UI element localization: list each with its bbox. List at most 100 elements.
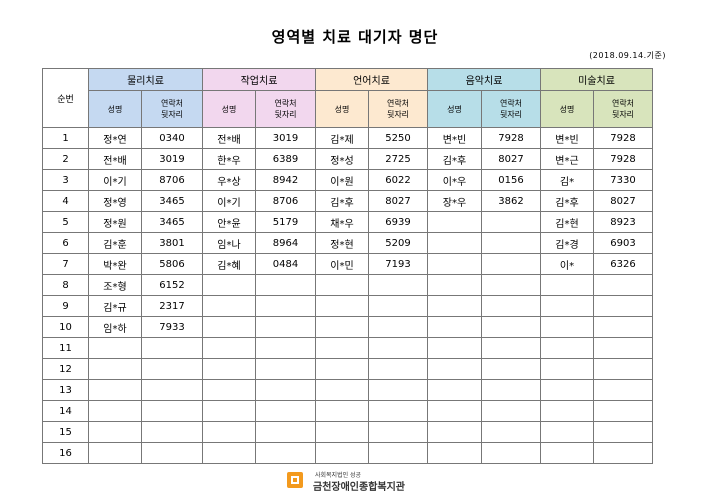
seq-cell: 5 xyxy=(42,211,89,233)
contact-cell xyxy=(141,421,203,443)
contact-cell xyxy=(141,379,203,401)
contact-cell xyxy=(255,442,316,464)
table-row: 3 이*기 8706 우*상 8942 이*원 6022 이*우 0156 김* 7330 xyxy=(42,169,653,191)
name-cell xyxy=(427,232,482,254)
name-cell xyxy=(202,358,256,380)
contact-cell: 8942 xyxy=(255,169,316,191)
contact-header: 연락처 뒷자리 xyxy=(255,90,316,128)
contact-cell: 8027 xyxy=(593,190,653,212)
name-cell: 김*혜 xyxy=(202,253,256,275)
seq-cell: 15 xyxy=(42,421,89,443)
contact-cell: 3801 xyxy=(141,232,203,254)
name-cell xyxy=(315,295,369,317)
name-cell xyxy=(540,316,594,338)
seq-cell: 8 xyxy=(42,274,89,296)
contact-cell xyxy=(255,400,316,422)
contact-cell: 8923 xyxy=(593,211,653,233)
seq-cell: 16 xyxy=(42,442,89,464)
contact-cell xyxy=(368,274,428,296)
table-row: 5 정*원 3465 안*윤 5179 채*우 6939 김*현 8923 xyxy=(42,211,653,233)
seq-cell: 14 xyxy=(42,400,89,422)
table-row: 10 임*하 7933 xyxy=(42,316,653,338)
name-cell: 김*현 xyxy=(540,211,594,233)
contact-cell: 3019 xyxy=(141,148,203,170)
name-cell: 김* xyxy=(540,169,594,191)
name-cell: 정*원 xyxy=(88,211,142,233)
name-cell: 안*윤 xyxy=(202,211,256,233)
name-cell xyxy=(202,316,256,338)
contact-cell: 3862 xyxy=(481,190,541,212)
contact-cell xyxy=(593,274,653,296)
name-cell: 박*완 xyxy=(88,253,142,275)
contact-cell xyxy=(481,337,541,359)
org-name: 금천장애인종합복지관 xyxy=(313,482,405,493)
contact-header: 연락처 뒷자리 xyxy=(481,90,541,128)
contact-cell xyxy=(141,400,203,422)
name-cell xyxy=(540,379,594,401)
contact-cell xyxy=(141,442,203,464)
name-header: 성명 xyxy=(202,90,256,128)
name-cell xyxy=(88,337,142,359)
name-cell: 변*빈 xyxy=(540,127,594,149)
contact-cell: 5250 xyxy=(368,127,428,149)
contact-cell: 3465 xyxy=(141,190,203,212)
name-cell xyxy=(427,211,482,233)
table-row: 12 xyxy=(42,358,653,380)
name-cell: 채*우 xyxy=(315,211,369,233)
name-cell xyxy=(540,421,594,443)
name-cell: 김*후 xyxy=(427,148,482,170)
contact-cell: 8027 xyxy=(368,190,428,212)
name-cell: 정*영 xyxy=(88,190,142,212)
contact-cell: 7330 xyxy=(593,169,653,191)
name-cell xyxy=(202,295,256,317)
name-cell xyxy=(427,442,482,464)
contact-cell xyxy=(481,316,541,338)
seq-cell: 10 xyxy=(42,316,89,338)
waitlist-table: 순번 물리치료 작업치료 언어치료 음악치료 미술치료 성명 연락처 뒷자리 성명… xyxy=(42,68,653,464)
name-cell xyxy=(427,421,482,443)
seq-cell: 4 xyxy=(42,190,89,212)
contact-cell xyxy=(481,442,541,464)
name-cell: 정*연 xyxy=(88,127,142,149)
name-cell: 김*훈 xyxy=(88,232,142,254)
name-cell: 우*상 xyxy=(202,169,256,191)
contact-cell: 3019 xyxy=(255,127,316,149)
seq-cell: 6 xyxy=(42,232,89,254)
name-header: 성명 xyxy=(88,90,142,128)
name-cell xyxy=(315,274,369,296)
contact-cell xyxy=(481,379,541,401)
contact-cell xyxy=(255,379,316,401)
contact-cell xyxy=(368,379,428,401)
contact-cell xyxy=(481,421,541,443)
contact-cell xyxy=(481,358,541,380)
contact-header: 연락처 뒷자리 xyxy=(593,90,653,128)
contact-cell: 7193 xyxy=(368,253,428,275)
name-cell: 임*하 xyxy=(88,316,142,338)
contact-cell xyxy=(593,442,653,464)
name-cell xyxy=(427,358,482,380)
name-cell xyxy=(88,421,142,443)
name-cell xyxy=(540,274,594,296)
contact-cell xyxy=(368,337,428,359)
name-cell xyxy=(315,358,369,380)
contact-cell: 5806 xyxy=(141,253,203,275)
name-cell: 김*규 xyxy=(88,295,142,317)
contact-cell: 8964 xyxy=(255,232,316,254)
seq-cell: 12 xyxy=(42,358,89,380)
name-cell xyxy=(202,421,256,443)
table-row: 4 정*영 3465 이*기 8706 김*후 8027 장*우 3862 김*후 8027 xyxy=(42,190,653,212)
name-header: 성명 xyxy=(540,90,594,128)
name-cell: 정*성 xyxy=(315,148,369,170)
contact-cell xyxy=(368,316,428,338)
contact-cell: 2725 xyxy=(368,148,428,170)
name-header: 성명 xyxy=(315,90,369,128)
name-cell xyxy=(315,316,369,338)
table-row: 7 박*완 5806 김*혜 0484 이*민 7193 이* 6326 xyxy=(42,253,653,275)
table-row: 6 김*훈 3801 임*나 8964 정*현 5209 김*경 6903 xyxy=(42,232,653,254)
contact-cell: 8027 xyxy=(481,148,541,170)
name-cell: 이*기 xyxy=(88,169,142,191)
name-cell: 김*경 xyxy=(540,232,594,254)
page-title: 영역별 치료 대기자 명단 xyxy=(271,28,439,46)
seq-header: 순번 xyxy=(42,68,89,128)
seq-cell: 9 xyxy=(42,295,89,317)
